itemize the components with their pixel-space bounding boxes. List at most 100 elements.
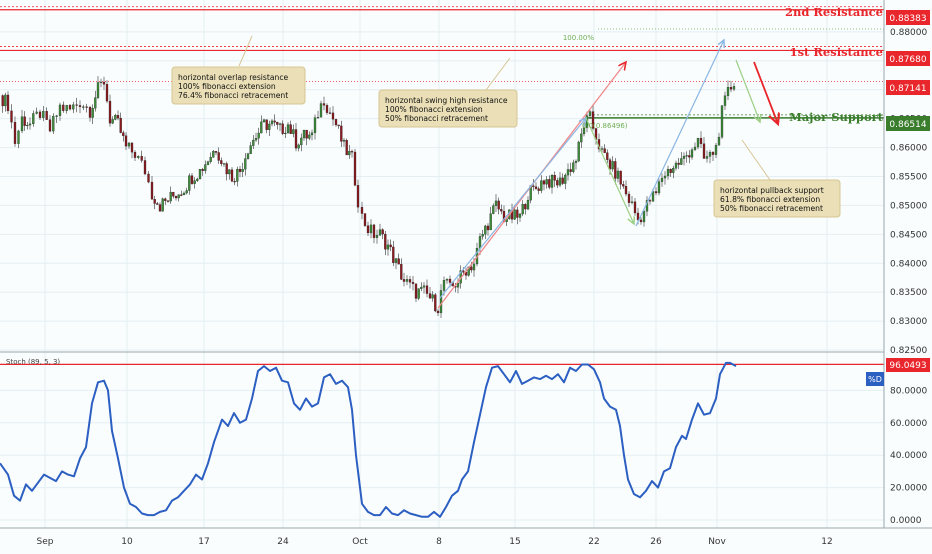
- candle-body: [143, 160, 147, 175]
- candle-body: [356, 185, 360, 208]
- stoch-tick-label: 20.0000: [890, 484, 927, 494]
- badge-value: 0.87680: [889, 55, 926, 65]
- candle-body: [85, 106, 88, 108]
- candle-body: [222, 163, 226, 165]
- candle-body: [442, 280, 446, 291]
- candle-body: [164, 198, 167, 201]
- date-tick-label: 10: [121, 537, 133, 547]
- candle-body: [516, 209, 519, 218]
- candle-body: [305, 129, 308, 139]
- candle-body: [246, 153, 250, 159]
- candle-body: [233, 181, 236, 183]
- candle-body: [732, 86, 736, 90]
- candle-body: [654, 191, 658, 194]
- candle-body: [58, 104, 62, 116]
- date-tick-label: 26: [650, 537, 662, 547]
- candle-body: [386, 244, 390, 250]
- candle-body: [420, 286, 423, 289]
- candle-body: [720, 105, 724, 138]
- badge-value: 0.86514: [889, 120, 926, 130]
- candle-body: [82, 106, 85, 108]
- date-tick-label: 12: [821, 537, 832, 547]
- candle-body: [193, 180, 196, 184]
- grid-lines: [0, 0, 884, 528]
- candle-body: [236, 168, 239, 182]
- candle-body: [611, 161, 614, 170]
- candle-body: [624, 186, 628, 195]
- candle-body: [182, 192, 186, 196]
- candle-body: [696, 137, 700, 148]
- candle-body: [411, 282, 415, 284]
- candle-body: [651, 191, 655, 202]
- candle-body: [372, 224, 376, 238]
- candle-body: [185, 190, 188, 194]
- stoch-title: Stoch (89, 5, 3): [6, 358, 60, 366]
- candle-body: [124, 135, 128, 147]
- candle-body: [392, 246, 395, 263]
- candle-body: [156, 203, 159, 205]
- candle-body: [606, 152, 609, 160]
- candle-body: [591, 111, 595, 129]
- candle-body: [133, 151, 137, 158]
- date-tick-label: 24: [277, 537, 289, 547]
- level-label-1st-resistance: 1st Resistance: [790, 45, 883, 59]
- candle-body: [161, 198, 164, 212]
- candle-body: [350, 151, 354, 153]
- annotation-line: horizontal pullback support: [720, 186, 824, 195]
- candle-body: [708, 152, 712, 157]
- candle-body: [369, 224, 373, 234]
- candle-body: [711, 152, 715, 155]
- candle-body: [417, 288, 420, 299]
- price-badge-major-support: 0.86514: [886, 116, 930, 131]
- candle-body: [119, 117, 122, 133]
- candle-body: [217, 152, 220, 161]
- candle-body: [603, 148, 606, 153]
- candle-body: [569, 169, 572, 172]
- candle-body: [257, 132, 260, 139]
- annotation-line: 100% fibonacci extension: [385, 105, 483, 114]
- candle-body: [636, 212, 640, 221]
- candle-body: [622, 184, 625, 187]
- candlestick-series: [1, 76, 736, 318]
- candle-body: [690, 149, 694, 158]
- candle-body: [1, 95, 4, 107]
- candle-body: [693, 146, 697, 150]
- level-label-major-support: Major Support: [789, 110, 884, 124]
- candle-body: [400, 263, 403, 280]
- candle-body: [500, 209, 503, 212]
- candle-body: [526, 199, 530, 210]
- candle-body: [660, 177, 664, 182]
- candle-body: [328, 112, 332, 114]
- fib-label-100: 100.00%: [563, 34, 594, 42]
- candle-body: [663, 175, 667, 179]
- candle-body: [494, 200, 498, 206]
- candle-body: [337, 124, 340, 127]
- candle-body: [204, 164, 207, 171]
- price-badge-2nd-resistance: 0.88383: [886, 10, 930, 25]
- price-tick-label: 0.85500: [890, 173, 927, 183]
- price-tick-label: 0.83000: [890, 317, 927, 327]
- candle-body: [28, 123, 32, 126]
- candle-body: [616, 170, 620, 179]
- candle-body: [108, 100, 112, 124]
- price-tick-label: 0.84500: [890, 230, 927, 240]
- candle-body: [666, 169, 670, 177]
- candle-body: [174, 196, 178, 199]
- candle-body: [729, 87, 733, 90]
- candle-body: [225, 163, 228, 175]
- candle-body: [254, 138, 258, 141]
- projection-arrows: [238, 35, 778, 309]
- candle-body: [137, 156, 140, 158]
- candle-body: [300, 137, 303, 146]
- candle-body: [147, 173, 150, 183]
- candle-body: [45, 111, 48, 120]
- callout-line: [485, 57, 511, 91]
- annotation-box-swing-high: horizontal swing high resistance 100% fi…: [378, 89, 518, 128]
- date-tick-label: Sep: [37, 537, 54, 547]
- candle-body: [308, 134, 311, 139]
- stoch-tick-label: 60.0000: [890, 419, 927, 429]
- annotation-line: horizontal overlap resistance: [178, 73, 288, 82]
- candle-body: [78, 105, 82, 107]
- candle-body: [206, 161, 210, 165]
